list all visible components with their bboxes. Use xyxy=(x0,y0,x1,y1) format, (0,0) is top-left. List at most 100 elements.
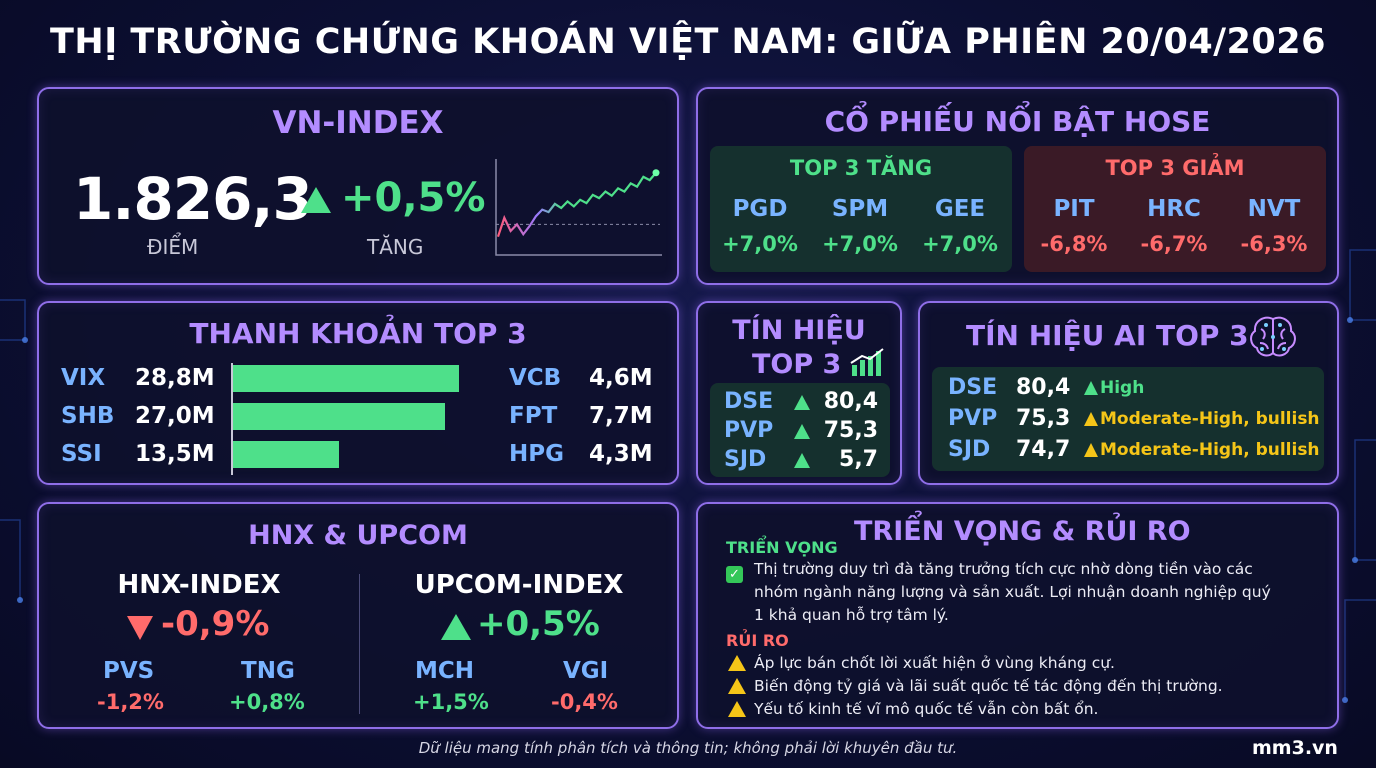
warning-icon xyxy=(728,701,746,717)
liquidity-value: 28,8M xyxy=(135,365,215,391)
risk-label: RỦI RO xyxy=(726,631,789,650)
hnx-index-name: HNX-INDEX xyxy=(117,570,281,600)
check-icon: ✓ xyxy=(726,561,749,583)
ai-signal-label: High xyxy=(1100,378,1145,398)
signal-ticker: DSE xyxy=(724,389,774,414)
vnindex-direction-label: TĂNG xyxy=(367,235,424,259)
gainers-title: TOP 3 TĂNG xyxy=(789,156,933,180)
bar-chart-rising-icon xyxy=(850,348,884,376)
signals-title-line1: TÍN HIỆU xyxy=(732,315,866,346)
liquidity-value: 27,0M xyxy=(135,403,215,429)
outlook-line: Thị trường duy trì đà tăng trưởng tích c… xyxy=(754,560,1253,578)
stock-change: +7,0% xyxy=(822,232,898,256)
stock-ticker: PGD xyxy=(732,196,788,222)
vnindex-unit: ĐIỂM xyxy=(147,235,199,259)
vnindex-value: 1.826,3 xyxy=(73,165,313,233)
up-arrow-icon xyxy=(794,424,810,439)
upcom-index-name: UPCOM-INDEX xyxy=(414,570,624,600)
signal-ticker: PVP xyxy=(724,418,774,443)
ai-signal-label: Moderate-High, bullish xyxy=(1100,440,1320,460)
ai-signal-value: 74,7 xyxy=(1016,437,1071,462)
signal-value: 80,4 xyxy=(823,389,878,414)
up-arrow-icon xyxy=(794,453,810,468)
signal-ticker: SJD xyxy=(724,447,767,472)
hnx-stock-change: +0,8% xyxy=(229,690,305,714)
upcom-stock-change: -0,4% xyxy=(551,690,618,714)
ai-signals-panel: TÍN HIỆU AI TOP 3 DSE 80,4 High PVP 75,3 Mode… xyxy=(918,301,1339,485)
stock-change: -6,8% xyxy=(1040,232,1108,256)
warning-icon xyxy=(728,655,746,671)
risk-item: Yếu tố kinh tế vĩ mô quốc tế vẫn còn bất… xyxy=(754,700,1099,718)
liquidity-value: 13,5M xyxy=(135,441,215,467)
ai-signal-ticker: SJD xyxy=(948,437,991,462)
liquidity-bar xyxy=(233,403,445,430)
outlook-risk-title: TRIỂN VỌNG & RỦI RO xyxy=(854,516,1191,547)
liquidity-value: 4,3M xyxy=(589,441,653,467)
ai-signal-value: 80,4 xyxy=(1016,375,1071,400)
liquidity-ticker: VIX xyxy=(61,365,106,391)
ai-signals-box: DSE 80,4 High PVP 75,3 Moderate-High, bullish… xyxy=(932,367,1324,471)
bar-axis xyxy=(231,363,233,475)
signals-box: DSE 80,4 PVP 75,3 SJD 5,7 xyxy=(710,383,890,477)
vnindex-change: +0,5% xyxy=(341,175,486,221)
outlook-risk-panel: TRIỂN VỌNG & RỦI RO TRIỂN VỌNG ✓ Thị trư… xyxy=(696,502,1339,729)
hnx-down-arrow-icon xyxy=(127,616,153,644)
hnx-change: -0,9% xyxy=(161,604,270,644)
column-divider xyxy=(359,574,360,714)
upcom-stock-ticker: VGI xyxy=(563,658,609,684)
hnx-stock-change: -1,2% xyxy=(97,690,164,714)
vnindex-up-arrow-icon xyxy=(301,187,331,217)
stock-ticker: PIT xyxy=(1053,196,1095,222)
signal-value: 75,3 xyxy=(823,418,878,443)
hnx-upcom-title: HNX & UPCOM xyxy=(248,520,468,551)
liquidity-bar xyxy=(233,441,339,468)
upcom-up-arrow-icon xyxy=(441,614,471,644)
liquidity-value: 7,7M xyxy=(589,403,653,429)
outlook-label: TRIỂN VỌNG xyxy=(726,538,838,557)
vnindex-panel: VN-INDEX 1.826,3 ĐIỂM +0,5% TĂNG xyxy=(37,87,679,285)
stock-change: -6,3% xyxy=(1240,232,1308,256)
sparkline-line xyxy=(496,172,657,238)
sparkline-end-point xyxy=(652,169,660,177)
stock-ticker: SPM xyxy=(831,196,889,222)
up-arrow-icon xyxy=(794,395,810,410)
liquidity-ticker: HPG xyxy=(509,441,564,467)
up-arrow-icon xyxy=(1084,381,1098,395)
liquidity-panel: THANH KHOẢN TOP 3 VIX 28,8M SHB 27,0M SSI 13,… xyxy=(37,301,679,485)
ai-signal-ticker: PVP xyxy=(948,406,998,431)
stock-change: +7,0% xyxy=(922,232,998,256)
upcom-stock-change: +1,5% xyxy=(413,690,489,714)
upcom-change: +0,5% xyxy=(477,604,600,644)
liquidity-ticker: SSI xyxy=(61,441,102,467)
stock-change: -6,7% xyxy=(1140,232,1208,256)
up-arrow-icon xyxy=(1084,443,1098,457)
gainers-box: TOP 3 TĂNG PGD +7,0% SPM +7,0% GEE +7,0% xyxy=(710,146,1012,272)
signal-value: 5,7 xyxy=(839,447,878,472)
stock-change: +7,0% xyxy=(722,232,798,256)
signals-panel: TÍN HIỆU TOP 3 DSE 80,4 PVP 75,3 SJD 5,7 xyxy=(696,301,902,485)
disclaimer: Dữ liệu mang tính phân tích và thông tin… xyxy=(418,739,958,757)
upcom-stock-ticker: MCH xyxy=(415,658,475,684)
warning-icon xyxy=(728,678,746,694)
sparkline-axis xyxy=(495,159,662,256)
losers-box: TOP 3 GIẢM PIT -6,8% HRC -6,7% NVT -6,3% xyxy=(1024,146,1326,272)
risk-item: Áp lực bán chốt lời xuất hiện ở vùng khá… xyxy=(754,654,1115,672)
outlook-text: Thị trường duy trì đà tăng trưởng tích c… xyxy=(754,558,1324,627)
ai-signals-title: TÍN HIỆU AI TOP 3 xyxy=(966,319,1249,352)
hose-panel: CỔ PHIẾU NỔI BẬT HOSE TOP 3 TĂNG PGD +7,0… xyxy=(696,87,1339,285)
hose-title: CỔ PHIẾU NỔI BẬT HOSE xyxy=(824,105,1211,138)
hnx-stock-ticker: PVS xyxy=(103,658,155,684)
risk-item: Biến động tỷ giá và lãi suất quốc tế tác… xyxy=(754,677,1223,695)
stock-ticker: HRC xyxy=(1147,196,1201,222)
vnindex-title: VN-INDEX xyxy=(272,105,444,141)
liquidity-bar xyxy=(233,365,459,392)
signals-title-line2: TOP 3 xyxy=(752,349,842,380)
liquidity-title: THANH KHOẢN TOP 3 xyxy=(189,317,527,350)
hnx-upcom-panel: HNX & UPCOM HNX-INDEX -0,9% PVS -1,2% TN… xyxy=(37,502,679,729)
brain-icon xyxy=(1250,316,1296,357)
stock-ticker: NVT xyxy=(1247,196,1301,222)
losers-title: TOP 3 GIẢM xyxy=(1105,156,1245,180)
outlook-line: 1 khả quan hỗ trợ tâm lý. xyxy=(754,606,949,624)
liquidity-ticker: VCB xyxy=(509,365,562,391)
brand-label: mm3.vn xyxy=(1252,737,1338,759)
